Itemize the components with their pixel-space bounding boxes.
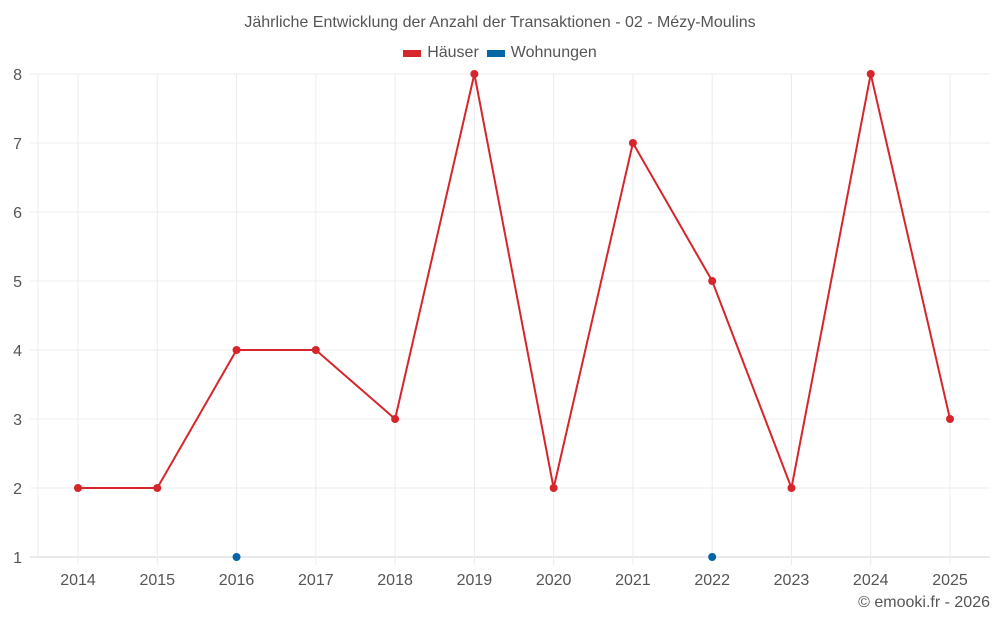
x-tick-label: 2025 bbox=[932, 572, 968, 589]
x-tick-label: 2021 bbox=[615, 572, 651, 589]
chart-title: Jährliche Entwicklung der Anzahl der Tra… bbox=[244, 14, 756, 31]
series-line-häuser bbox=[78, 73, 951, 489]
legend-label-haeuser: Häuser bbox=[427, 44, 479, 61]
data-point[interactable] bbox=[232, 553, 241, 561]
legend-item-haeuser[interactable]: Häuser bbox=[403, 44, 479, 62]
y-tick-label: 8 bbox=[13, 67, 22, 84]
data-point[interactable] bbox=[232, 346, 241, 354]
x-tick-label: 2019 bbox=[457, 572, 493, 589]
data-point[interactable] bbox=[549, 484, 558, 492]
data-point[interactable] bbox=[311, 346, 320, 354]
data-point[interactable] bbox=[708, 553, 717, 561]
data-point[interactable] bbox=[866, 70, 875, 78]
y-tick-label: 5 bbox=[13, 274, 22, 291]
x-tick-label: 2014 bbox=[60, 572, 96, 589]
x-tick-label: 2018 bbox=[377, 572, 413, 589]
x-tick-label: 2023 bbox=[774, 572, 810, 589]
data-point[interactable] bbox=[470, 70, 479, 78]
x-tick-label: 2015 bbox=[139, 572, 175, 589]
legend-item-wohnungen[interactable]: Wohnungen bbox=[486, 44, 597, 62]
grid-lines bbox=[30, 73, 990, 565]
data-point[interactable] bbox=[391, 415, 400, 423]
y-tick-label: 4 bbox=[13, 343, 22, 360]
data-point[interactable] bbox=[628, 139, 637, 147]
x-tick-label: 2016 bbox=[219, 572, 255, 589]
y-tick-label: 1 bbox=[13, 550, 22, 567]
x-tick-label: 2017 bbox=[298, 572, 334, 589]
legend-swatch-wohnungen bbox=[486, 49, 505, 57]
x-tick-label: 2020 bbox=[536, 572, 572, 589]
data-point[interactable] bbox=[787, 484, 796, 492]
chart-legend: Häuser Wohnungen bbox=[0, 44, 1000, 62]
y-tick-label: 6 bbox=[13, 205, 22, 222]
axes: 1 2 3 4 5 6 7 8 2014 2015 2016 2017 2018 2019 2020 2021… bbox=[13, 67, 968, 589]
series-layer bbox=[74, 70, 954, 561]
y-tick-label: 2 bbox=[13, 481, 22, 498]
data-point[interactable] bbox=[946, 415, 954, 423]
legend-swatch-haeuser bbox=[403, 49, 422, 57]
legend-label-wohnungen: Wohnungen bbox=[510, 44, 597, 61]
x-tick-label: 2024 bbox=[853, 572, 889, 589]
y-tick-label: 7 bbox=[13, 136, 22, 153]
data-point[interactable] bbox=[153, 484, 162, 492]
credit-text: © emooki.fr - 2026 bbox=[858, 594, 990, 611]
data-point[interactable] bbox=[74, 484, 82, 492]
y-tick-label: 3 bbox=[13, 412, 22, 429]
x-tick-label: 2022 bbox=[694, 572, 730, 589]
data-point[interactable] bbox=[708, 277, 717, 285]
